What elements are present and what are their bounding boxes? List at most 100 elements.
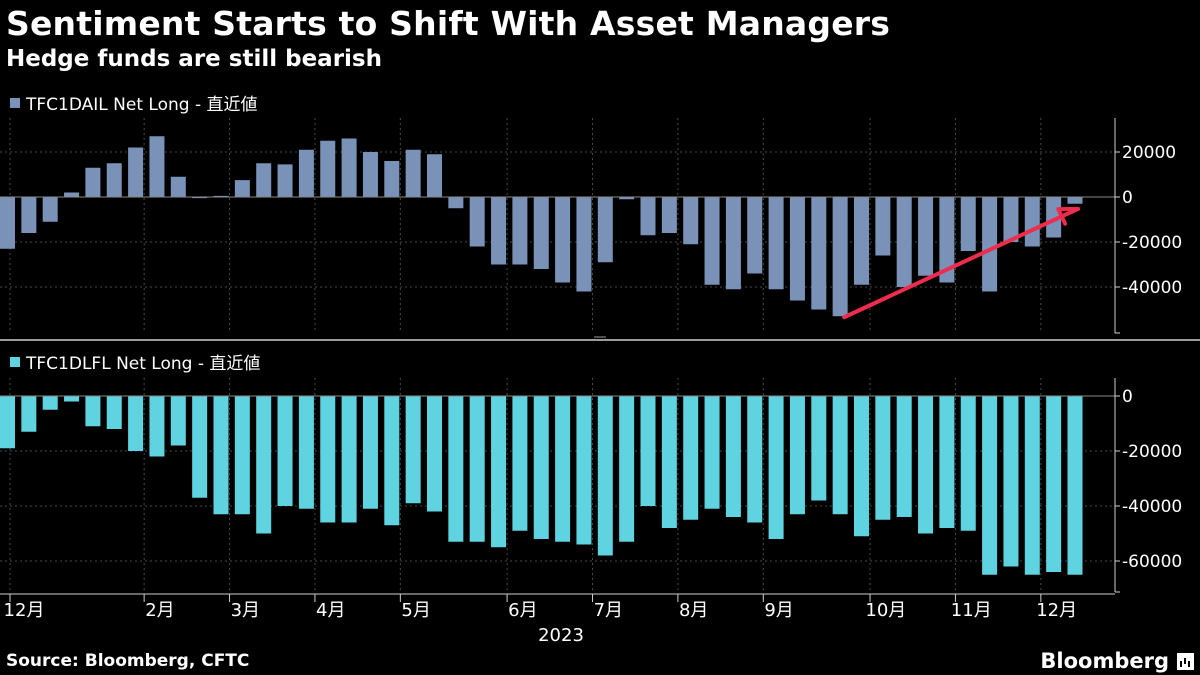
trend-arrow-head [1056, 206, 1080, 226]
bar-series-1 [21, 197, 37, 233]
legend-label-1: TFC1DAIL Net Long - 直近値 [26, 95, 258, 115]
bar-series-2 [1024, 396, 1040, 575]
y-tick-label: -20000 [1122, 442, 1182, 462]
bar-series-1 [512, 197, 528, 265]
y-tick-label: -20000 [1122, 233, 1182, 253]
bar-series-1 [747, 197, 763, 274]
bar-series-2 [21, 396, 37, 432]
bar-series-1 [704, 197, 720, 285]
x-tick-label: 2月 [145, 600, 174, 621]
bar-series-2 [1003, 396, 1019, 567]
bar-series-2 [939, 396, 955, 528]
bar-series-2 [512, 396, 528, 531]
x-tick-label: 8月 [679, 600, 708, 621]
legend-swatch-2 [10, 356, 20, 367]
bar-series-2 [811, 396, 827, 501]
bar-series-1 [256, 163, 272, 197]
bar-series-2 [875, 396, 891, 520]
bar-series-2 [555, 396, 571, 542]
bar-series-1 [106, 163, 122, 197]
bar-series-1 [234, 180, 250, 197]
bar-series-2 [747, 396, 763, 523]
bar-series-1 [1024, 197, 1040, 247]
bar-series-1 [661, 197, 677, 233]
bar-series-1 [918, 197, 934, 276]
x-tick-label: 7月 [594, 600, 623, 621]
bar-series-1 [0, 197, 15, 249]
bar-series-2 [661, 396, 677, 528]
y-tick-label: -60000 [1122, 552, 1182, 572]
bar-series-2 [320, 396, 336, 523]
bar-series-1 [341, 138, 357, 197]
bar-series-1 [384, 161, 400, 197]
bar-series-2 [170, 396, 186, 446]
bar-series-2 [128, 396, 144, 451]
bar-series-2 [918, 396, 934, 534]
x-tick-label: 6月 [508, 600, 537, 621]
bar-series-2 [619, 396, 635, 542]
bar-series-1 [640, 197, 656, 236]
bar-series-1 [213, 195, 229, 197]
bar-series-1 [725, 197, 741, 290]
brand-logo: Bloomberg [1040, 649, 1194, 673]
legend-series-1: TFC1DAIL Net Long - 直近値 [10, 90, 257, 115]
bar-series-1 [128, 147, 144, 197]
bar-series-1 [64, 192, 80, 197]
bar-series-2 [896, 396, 912, 517]
bar-series-1 [597, 197, 613, 263]
source-note: Source: Bloomberg, CFTC [6, 651, 250, 671]
bar-series-2 [213, 396, 229, 515]
x-tick-label: 5月 [401, 600, 430, 621]
legend-swatch-1 [10, 97, 20, 108]
bar-series-2 [832, 396, 848, 515]
bar-series-1 [619, 197, 635, 200]
bar-series-2 [362, 396, 378, 509]
bar-series-1 [896, 197, 912, 287]
x-tick-label: 12月 [1036, 600, 1077, 621]
bar-series-1 [1046, 197, 1062, 238]
bar-series-1 [405, 149, 421, 197]
x-tick-label: 11月 [951, 600, 992, 621]
bar-series-2 [427, 396, 442, 512]
bar-series-2 [854, 396, 869, 537]
bar-series-2 [640, 396, 656, 506]
bar-series-1 [811, 197, 827, 310]
legend-label-2: TFC1DLFL Net Long - 直近値 [26, 354, 261, 374]
bar-series-1 [683, 197, 699, 245]
bar-series-2 [405, 396, 421, 504]
y-tick-label: -40000 [1122, 497, 1182, 517]
bar-series-2 [256, 396, 272, 534]
bar-series-1 [939, 197, 955, 283]
bar-series-2 [64, 396, 80, 402]
bar-series-1 [277, 164, 293, 197]
bar-series-2 [597, 396, 613, 556]
bar-series-2 [448, 396, 464, 542]
bar-series-2 [149, 396, 165, 457]
bar-series-1 [85, 167, 101, 197]
bar-series-2 [106, 396, 122, 429]
bar-series-1 [448, 197, 464, 209]
brand-name: Bloomberg [1040, 649, 1169, 673]
bar-series-2 [982, 396, 998, 575]
bar-series-1 [192, 197, 208, 199]
bar-series-2 [683, 396, 699, 520]
y-tick-label: -40000 [1122, 278, 1182, 298]
bar-series-2 [0, 396, 15, 449]
x-tick-label: 9月 [764, 600, 793, 621]
bar-series-1 [768, 197, 784, 290]
bar-series-2 [85, 396, 101, 427]
bar-series-1 [491, 197, 507, 265]
bar-series-1 [149, 136, 165, 197]
y-tick-label: 20000 [1122, 143, 1176, 163]
chart-subtitle: Hedge funds are still bearish [6, 46, 382, 72]
bar-series-1 [832, 197, 848, 317]
bar-series-1 [854, 197, 869, 285]
bar-series-2 [192, 396, 208, 498]
bar-series-1 [982, 197, 998, 292]
bar-series-1 [42, 197, 58, 222]
bar-series-2 [298, 396, 314, 509]
bar-series-2 [789, 396, 805, 515]
x-tick-label: 10月 [865, 600, 906, 621]
bar-series-1 [469, 197, 485, 247]
bar-series-2 [234, 396, 250, 515]
